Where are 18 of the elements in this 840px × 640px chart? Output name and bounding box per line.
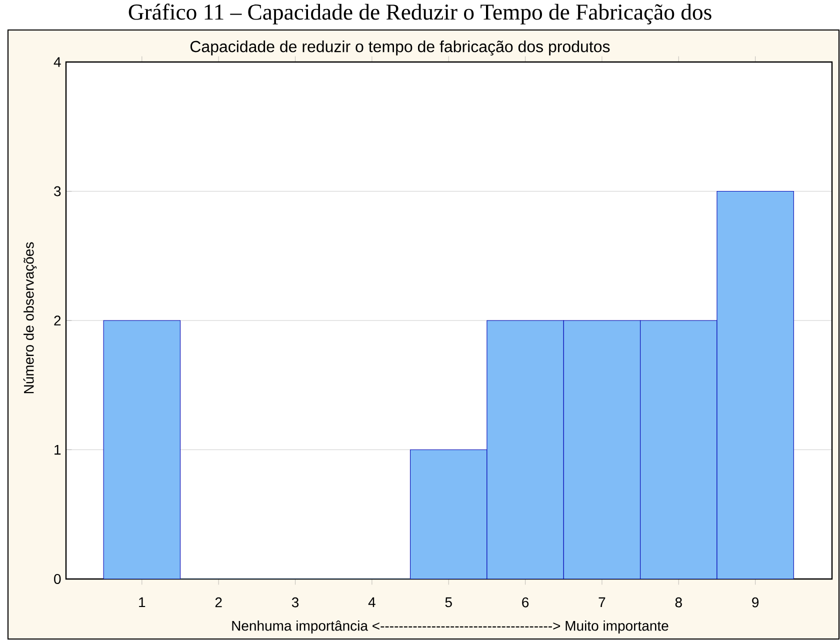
x-tick-label: 1: [139, 597, 146, 608]
x-tick-label: 9: [752, 597, 759, 608]
x-tick-label: 4: [368, 597, 376, 608]
x-tick-label: 6: [522, 597, 529, 608]
x-tick-label: 2: [215, 597, 222, 608]
x-tick-label: 3: [292, 597, 299, 608]
x-tick-label: 7: [598, 597, 606, 608]
y-tick-label: 0: [54, 574, 61, 584]
y-tick-label: 1: [54, 444, 61, 455]
y-tick-label: 2: [54, 316, 61, 326]
y-tick-label: 4: [54, 57, 61, 67]
x-axis-title: Nenhuma importância <-------------------------------------> Muito importante: [232, 620, 668, 634]
x-tick-label: 8: [675, 597, 682, 608]
chart-title: Capacidade de reduzir o tempo de fabricação dos produtos: [190, 40, 610, 56]
y-axis-title: Número de observações: [23, 242, 37, 394]
x-tick-label: 5: [445, 597, 452, 608]
text: Gráfico 11 – Capacidade de Reduzir o Tempo de Fabricação dos: [128, 4, 712, 24]
y-tick-label: 3: [54, 186, 61, 196]
